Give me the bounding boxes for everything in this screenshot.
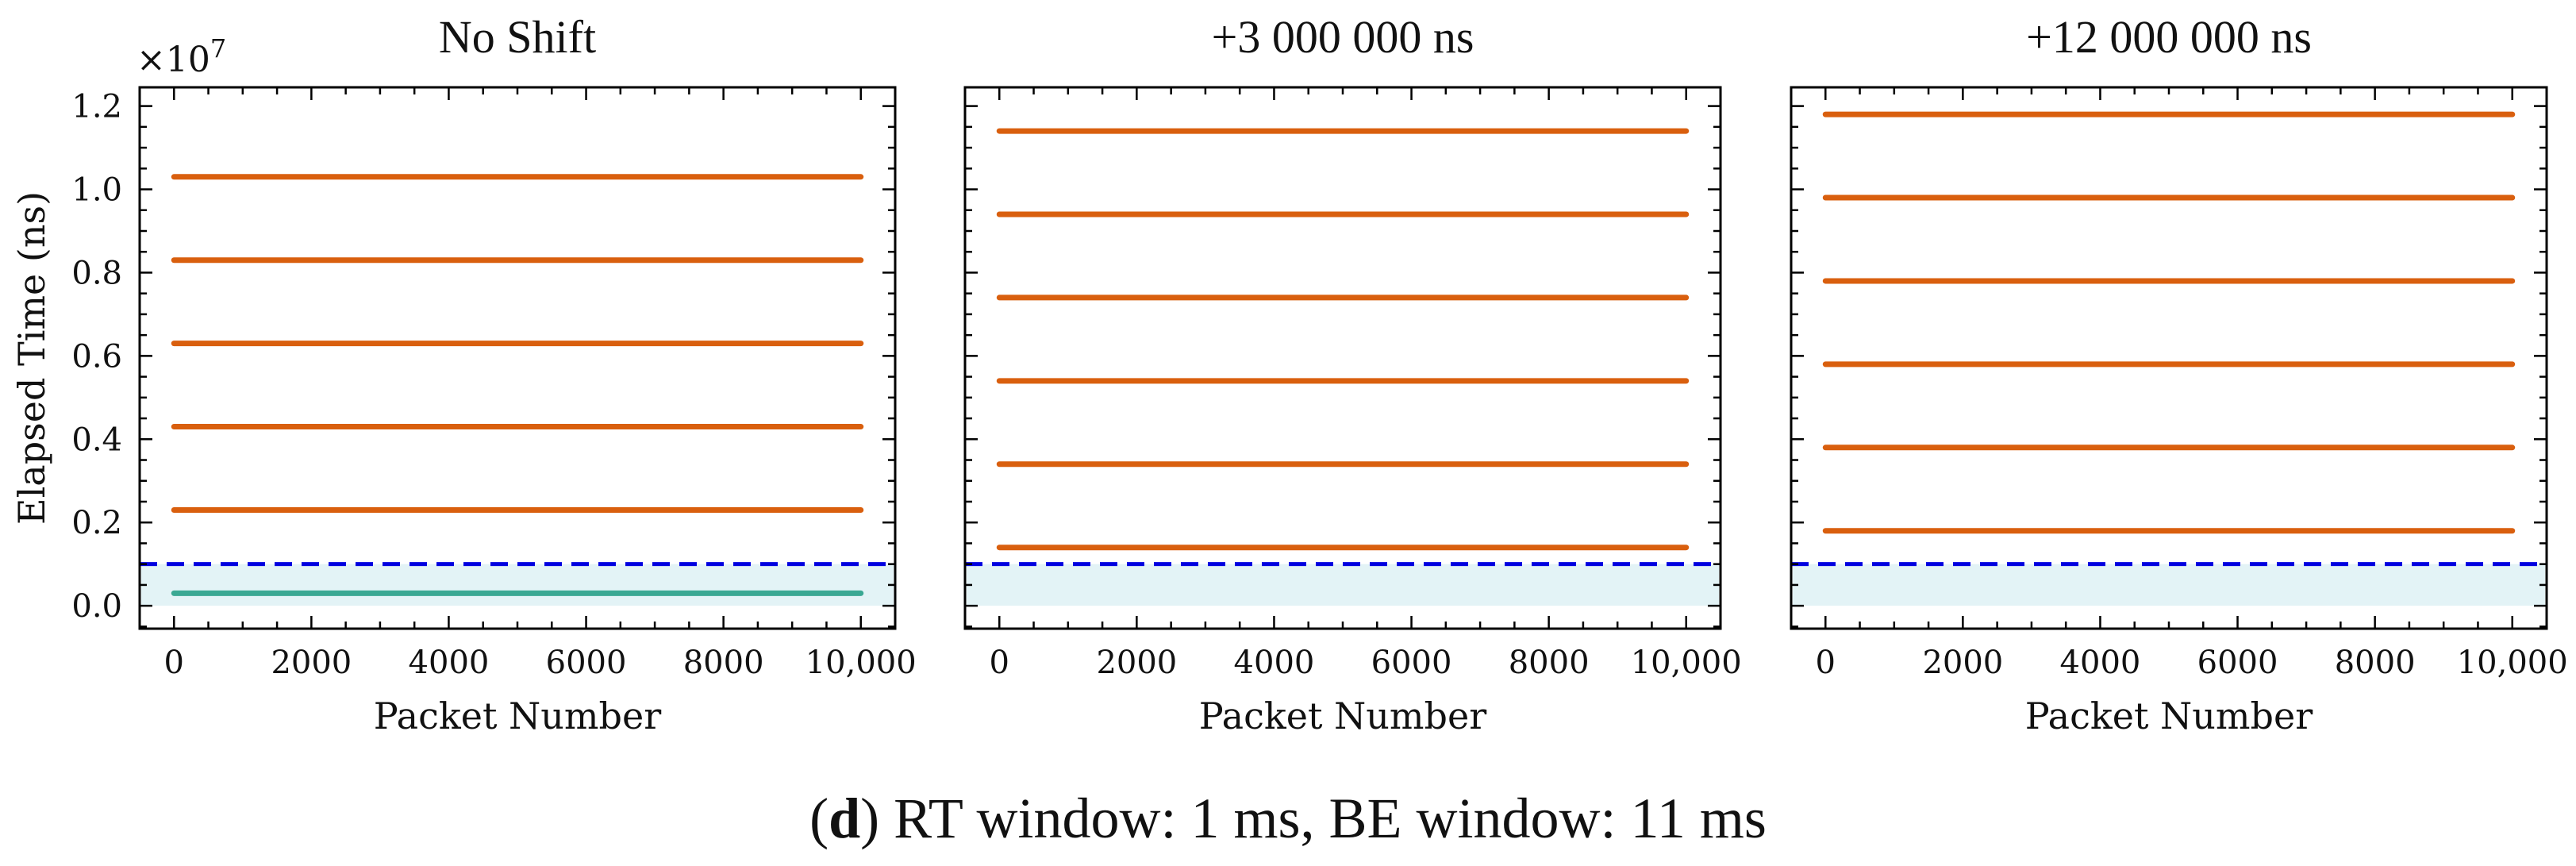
y-axis-label: Elapsed Time (ns) [10, 191, 53, 525]
x-tick-label: 4000 [2060, 645, 2141, 681]
caption-letter: d [829, 787, 861, 850]
y-tick-label: 0.8 [71, 255, 122, 291]
x-tick-label: 6000 [2197, 645, 2278, 681]
y-tick-label: 0.4 [71, 421, 122, 458]
x-tick-label: 0 [990, 645, 1009, 681]
x-axis-label: Packet Number [1199, 695, 1486, 737]
x-tick-label: 2000 [1096, 645, 1177, 681]
x-tick-label: 0 [164, 645, 184, 681]
x-tick-label: 8000 [683, 645, 764, 681]
figure-caption: (d) RT window: 1 ms, BE window: 11 ms [809, 787, 1767, 850]
plot-frame [138, 86, 897, 630]
rt-window-band [967, 564, 1719, 606]
plot-frame [1790, 86, 2548, 630]
x-tick-label: 6000 [1371, 645, 1452, 681]
y-tick-label: 0.0 [71, 588, 122, 625]
x-tick-label: 0 [1816, 645, 1836, 681]
y-tick-label: 1.0 [71, 172, 122, 209]
x-tick-label: 4000 [1234, 645, 1315, 681]
caption-text: RT window: 1 ms, BE window: 11 ms [879, 787, 1767, 850]
rt-window-band [1793, 564, 2545, 606]
chart-panels: 0 2000 4000 6000 8000 10,000 0.0 0.2 0.4 0.6 0.8 1.… [10, 11, 2568, 737]
y-tick-label: 0.2 [71, 505, 122, 541]
x-tick-label: 2000 [271, 645, 352, 681]
x-axis-label: Packet Number [374, 695, 661, 737]
x-tick-label: 8000 [2335, 645, 2416, 681]
chart-title: No Shift [439, 11, 596, 63]
y-axis-exponent: 7 [210, 33, 226, 64]
y-tick-label: 0.6 [71, 338, 122, 375]
x-tick-label: 6000 [546, 645, 627, 681]
x-tick-label: 10,000 [1631, 645, 1742, 681]
chart-panel-2: 0 2000 4000 6000 8000 10,000 +3 000 000 ns Pack… [963, 11, 1742, 737]
y-axis-multiplier: ×107 [136, 33, 226, 80]
chart-title: +3 000 000 ns [1212, 11, 1474, 63]
x-axis-label: Packet Number [2025, 695, 2313, 737]
x-tick-label: 8000 [1509, 645, 1590, 681]
x-tick-label: 10,000 [2457, 645, 2568, 681]
x-tick-label: 2000 [1922, 645, 2003, 681]
x-tick-label: 4000 [409, 645, 490, 681]
chart-title: +12 000 000 ns [2026, 11, 2312, 63]
chart-panel-3: 0 2000 4000 6000 8000 10,000 +12 000 000 ns Pac… [1790, 11, 2568, 737]
y-tick-label: 1.2 [71, 89, 122, 125]
chart-panel-1: 0 2000 4000 6000 8000 10,000 0.0 0.2 0.4 0.6 0.8 1.… [10, 11, 917, 737]
rt-window-band [141, 564, 894, 606]
x-tick-label: 10,000 [805, 645, 917, 681]
